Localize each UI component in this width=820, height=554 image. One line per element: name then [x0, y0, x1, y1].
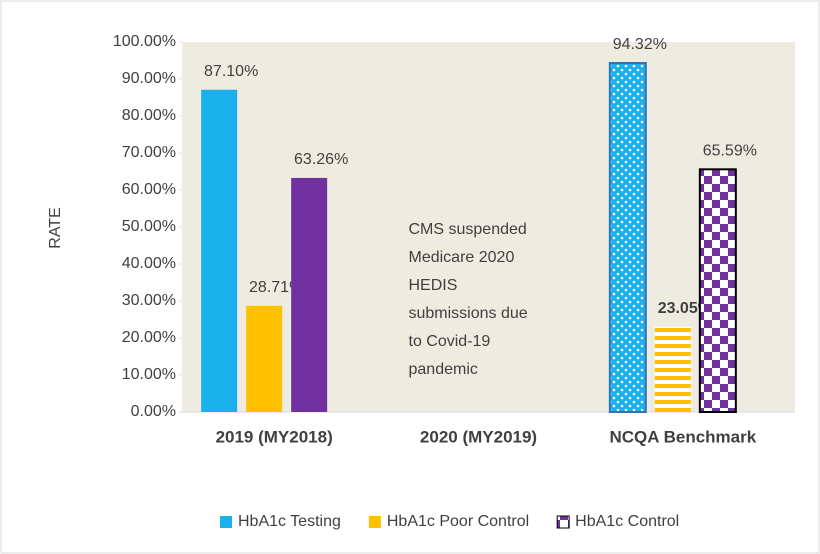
- annotation: to Covid-19: [409, 333, 491, 350]
- plot-area: [182, 42, 795, 412]
- y-tick-label: 60.00%: [122, 181, 176, 198]
- data-label: 87.10%: [204, 63, 258, 80]
- y-tick-label: 100.00%: [113, 33, 176, 50]
- data-label: 63.26%: [294, 151, 348, 168]
- bar: [608, 62, 647, 414]
- annotation: submissions due: [409, 305, 528, 322]
- y-tick-label: 50.00%: [122, 218, 176, 235]
- y-tick-label: 20.00%: [122, 329, 176, 346]
- data-label: 28.71%: [249, 279, 303, 296]
- x-tick-label: 2019 (MY2018): [216, 427, 333, 446]
- annotation: HEDIS: [409, 277, 458, 294]
- legend-label: HbA1c Poor Control: [387, 513, 529, 530]
- bar: [291, 177, 328, 412]
- annotation: Medicare 2020: [409, 249, 515, 266]
- bar: [201, 89, 238, 412]
- y-tick-label: 90.00%: [122, 70, 176, 87]
- bar: [654, 326, 691, 412]
- y-tick-label: 40.00%: [122, 255, 176, 272]
- bar: [698, 168, 737, 413]
- y-tick-label: 80.00%: [122, 107, 176, 124]
- legend-label: HbA1c Control: [575, 513, 679, 530]
- x-tick-label: 2020 (MY2019): [420, 427, 537, 446]
- y-axis-label: RATE: [47, 207, 64, 248]
- legend-swatch: [556, 515, 570, 529]
- y-tick-label: 0.00%: [131, 403, 176, 420]
- data-label: 94.32%: [613, 36, 667, 53]
- bar: [246, 305, 283, 412]
- y-tick-label: 10.00%: [122, 366, 176, 383]
- legend-swatch: [220, 516, 232, 528]
- annotation: pandemic: [409, 361, 478, 378]
- y-tick-label: 30.00%: [122, 292, 176, 309]
- data-label: 65.59%: [703, 143, 757, 160]
- legend-swatch: [368, 516, 381, 528]
- legend-label: HbA1c Testing: [238, 513, 341, 530]
- annotation: CMS suspended: [409, 221, 527, 238]
- data-label: 23.05%: [658, 300, 712, 317]
- x-tick-label: NCQA Benchmark: [609, 427, 756, 446]
- y-tick-label: 70.00%: [122, 144, 176, 161]
